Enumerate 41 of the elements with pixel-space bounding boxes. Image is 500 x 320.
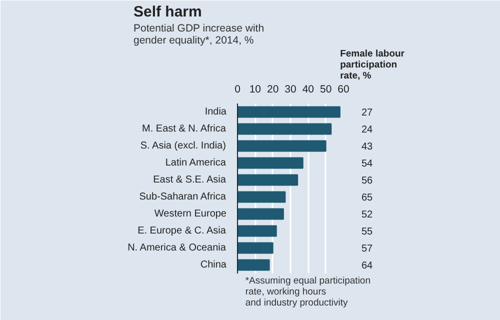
text: *Assuming equal participation rate, working hours and industry productivity [245,276,370,308]
bar [238,225,277,237]
y-tick-label: Sub-Saharan Africa [139,192,226,202]
bar [238,208,284,220]
text: 57 [362,244,374,254]
text: 54 [362,158,374,170]
text: 65 [362,192,374,204]
text: 55 [362,226,374,238]
text: 56 [362,176,374,186]
y-tick-label: China [200,260,227,270]
y-tick-label: E. Europe & C. Asia [138,226,226,236]
x-tick-label: 50 [320,84,332,96]
y-tick-label: Latin America [165,158,226,168]
text: 27 [362,108,374,118]
x-tick-label: 0 [234,84,241,96]
x-tick-label: 30 [284,84,296,96]
y-tick-label: India [204,106,227,118]
bar [238,242,274,254]
y-tick-label: N. America & Oceania [128,242,226,254]
bar [238,174,298,186]
bar [238,157,304,169]
bar [238,123,332,135]
text: 64 [362,260,374,272]
chart-title: Self harm [134,4,202,20]
y-tick-label: M. East & N. Africa [142,124,226,134]
y-tick-label: East & S.E. Asia [153,174,226,186]
bar [238,259,270,271]
y-tick-label: S. Asia (excl. India) [140,140,226,152]
x-tick-label: 40 [302,84,314,96]
bar [238,191,286,203]
text: 52 [362,210,374,220]
x-tick-label: 20 [266,84,279,96]
y-tick-label: Western Europe [154,208,227,220]
text: 43 [362,142,374,152]
x-tick-label: 60 [338,84,350,96]
bar [238,106,340,118]
x-tick-label: 10 [249,84,262,96]
chart-subtitle: Potential GDP increase with gender equality*, 2014, % [134,22,264,46]
bar [238,140,326,152]
text: Female labour participation rate, % [340,48,405,82]
text: 24 [362,124,374,136]
